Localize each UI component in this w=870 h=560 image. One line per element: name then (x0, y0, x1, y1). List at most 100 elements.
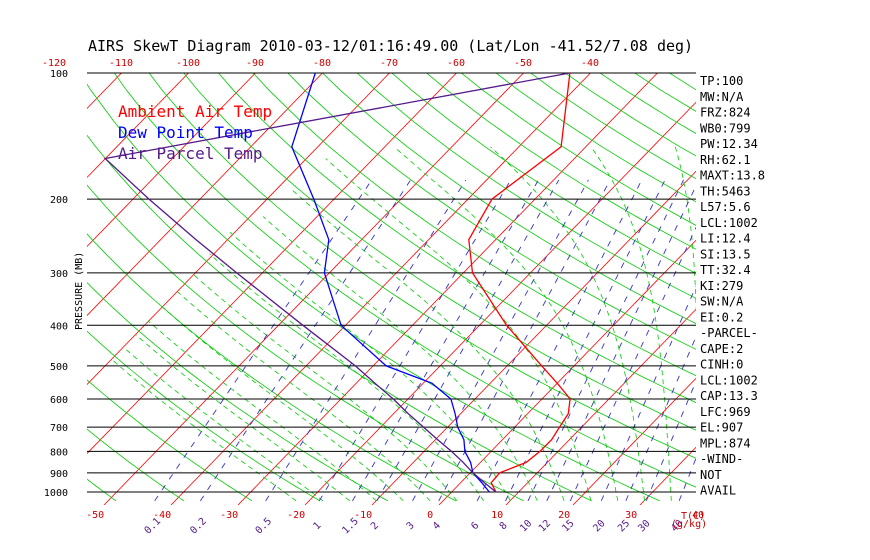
isotherm-line (87, 73, 390, 386)
dry-adiabat-line (740, 54, 870, 501)
top-temperature-axis: -120 -110 -100 -90 -80 -70 -60 -50 -40 (42, 58, 599, 69)
dry-adiabat-line (87, 233, 456, 502)
stability-index-item: LI:12.4 (700, 232, 751, 246)
bottom-temperature-tick-label: 30 (625, 510, 637, 521)
bottom-temperature-tick-label: -20 (287, 510, 305, 521)
isotherm-line (87, 73, 457, 455)
pressure-tick-label: 500 (50, 362, 68, 373)
mixing-ratio-line (527, 179, 684, 502)
isotherm-line (841, 58, 870, 505)
pressure-tick-label: 200 (50, 195, 68, 206)
mixing-ratio-line (412, 179, 589, 502)
legend-entry: Air Parcel Temp (118, 144, 263, 163)
dew-point-temp-curve (291, 73, 490, 493)
dry-adiabat-line (217, 73, 696, 404)
stability-index-item: -WIND- (700, 452, 743, 466)
stability-index-item: EI:0.2 (700, 310, 743, 324)
isotherm-line (0, 58, 2, 505)
isotherm-line (237, 73, 658, 505)
stability-index-item: LCL:1002 (700, 216, 758, 230)
moist-adiabat-line (209, 253, 485, 502)
pressure-tick-label: 800 (50, 447, 68, 458)
moist-adiabat-line (229, 232, 511, 502)
isotherm-line (0, 58, 69, 505)
isobar-lines (87, 72, 696, 493)
mixing-ratio-tick-label: 4 (431, 520, 443, 532)
stability-index-item: CINH:0 (700, 358, 743, 372)
stability-index-item: CAP:13.3 (700, 389, 758, 403)
mixing-ratio-line (376, 179, 560, 502)
stability-index-item: NOT (700, 468, 722, 482)
stability-index-item: -PARCEL- (700, 326, 758, 340)
top-temperature-tick-label: -50 (514, 58, 532, 69)
isotherm-line (304, 101, 696, 505)
mixing-ratio-line (569, 226, 696, 502)
ambient-air-temp-curve (468, 73, 571, 493)
mixing-ratio-line (154, 179, 373, 502)
moist-adiabat-line (110, 358, 297, 502)
x-axis-label: T(C) (681, 511, 705, 522)
isotherm-line (371, 170, 696, 505)
stability-index-item: FRZ:824 (700, 106, 751, 120)
dry-adiabat-line (87, 282, 389, 502)
stability-index-item: RH:62.1 (700, 153, 751, 167)
stability-index-item: LCL:1002 (700, 373, 758, 387)
pressure-tick-label: 300 (50, 269, 68, 280)
top-temperature-tick-label: -120 (42, 58, 66, 69)
mixing-ratio-tick-label: 1 (311, 520, 323, 532)
stability-index-item: TP:100 (700, 74, 743, 88)
air-parcel-temp-curve (103, 73, 571, 493)
pressure-tick-label: 900 (50, 469, 68, 480)
dry-adiabat-line (808, 54, 870, 501)
mixing-ratio-line (438, 179, 611, 502)
top-temperature-tick-label: -110 (109, 58, 133, 69)
pressure-axis: 100 200 300 400 500 600 700 800 900 1000 (44, 69, 68, 499)
mixing-ratio-tick-label: 0.5 (254, 516, 275, 537)
stability-index-item: EL:907 (700, 421, 743, 435)
top-temperature-tick-label: -90 (246, 58, 264, 69)
bottom-temperature-tick-label: -30 (220, 510, 238, 521)
pressure-tick-label: 600 (50, 395, 68, 406)
mixing-ratio-line (265, 179, 467, 502)
pressure-tick-label: 1000 (44, 488, 68, 499)
moist-adiabat-line (175, 290, 431, 502)
moist-adiabat-line (674, 146, 696, 316)
pressure-tick-label: 100 (50, 69, 68, 80)
dry-adiabat-line (0, 54, 48, 501)
top-temperature-tick-label: -100 (176, 58, 200, 69)
stability-index-item: TH:5463 (700, 184, 751, 198)
mixing-ratio-tick-label: 6 (469, 520, 481, 532)
stability-index-item: MAXT:13.8 (700, 169, 765, 183)
pressure-tick-label: 700 (50, 423, 68, 434)
stability-index-item: SI:13.5 (700, 247, 751, 261)
stability-index-item: KI:279 (700, 279, 743, 293)
top-temperature-tick-label: -60 (447, 58, 465, 69)
moist-adiabat-line (262, 216, 538, 502)
stability-index-item: PW:12.34 (700, 137, 758, 151)
dry-adiabat-line (113, 73, 696, 488)
dry-adiabat-line (391, 73, 696, 274)
dry-adiabat-line (460, 73, 696, 226)
bottom-temperature-tick-label: 40 (692, 510, 704, 521)
legend-entry: Ambient Air Temp (118, 102, 272, 121)
dry-adiabat-line (87, 428, 185, 502)
stability-index-item: SW:N/A (700, 295, 744, 309)
dry-adiabat-line (87, 330, 321, 502)
mixing-ratio-line (625, 335, 696, 502)
moist-adiabat-line (291, 189, 565, 502)
dry-adiabat-line (183, 73, 696, 431)
chart-title: AIRS SkewT Diagram 2010-03-12/01:16:49.0… (88, 37, 693, 55)
isotherm-line (87, 73, 323, 317)
stability-index-item: LFC:969 (700, 405, 751, 419)
dry-adiabat-line (356, 73, 696, 299)
isotherm-line (438, 239, 696, 505)
legend: Ambient Air Temp Dew Point Temp Air Parcel… (118, 102, 272, 163)
bottom-temperature-tick-label: -50 (86, 510, 104, 521)
background-grid (0, 54, 870, 505)
isotherm-line (87, 73, 189, 179)
mixing-ratio-tick-label: 20 (591, 518, 607, 534)
bottom-temperature-tick-label: 0 (427, 510, 433, 521)
mixing-ratio-tick-label: 10 (518, 518, 534, 534)
